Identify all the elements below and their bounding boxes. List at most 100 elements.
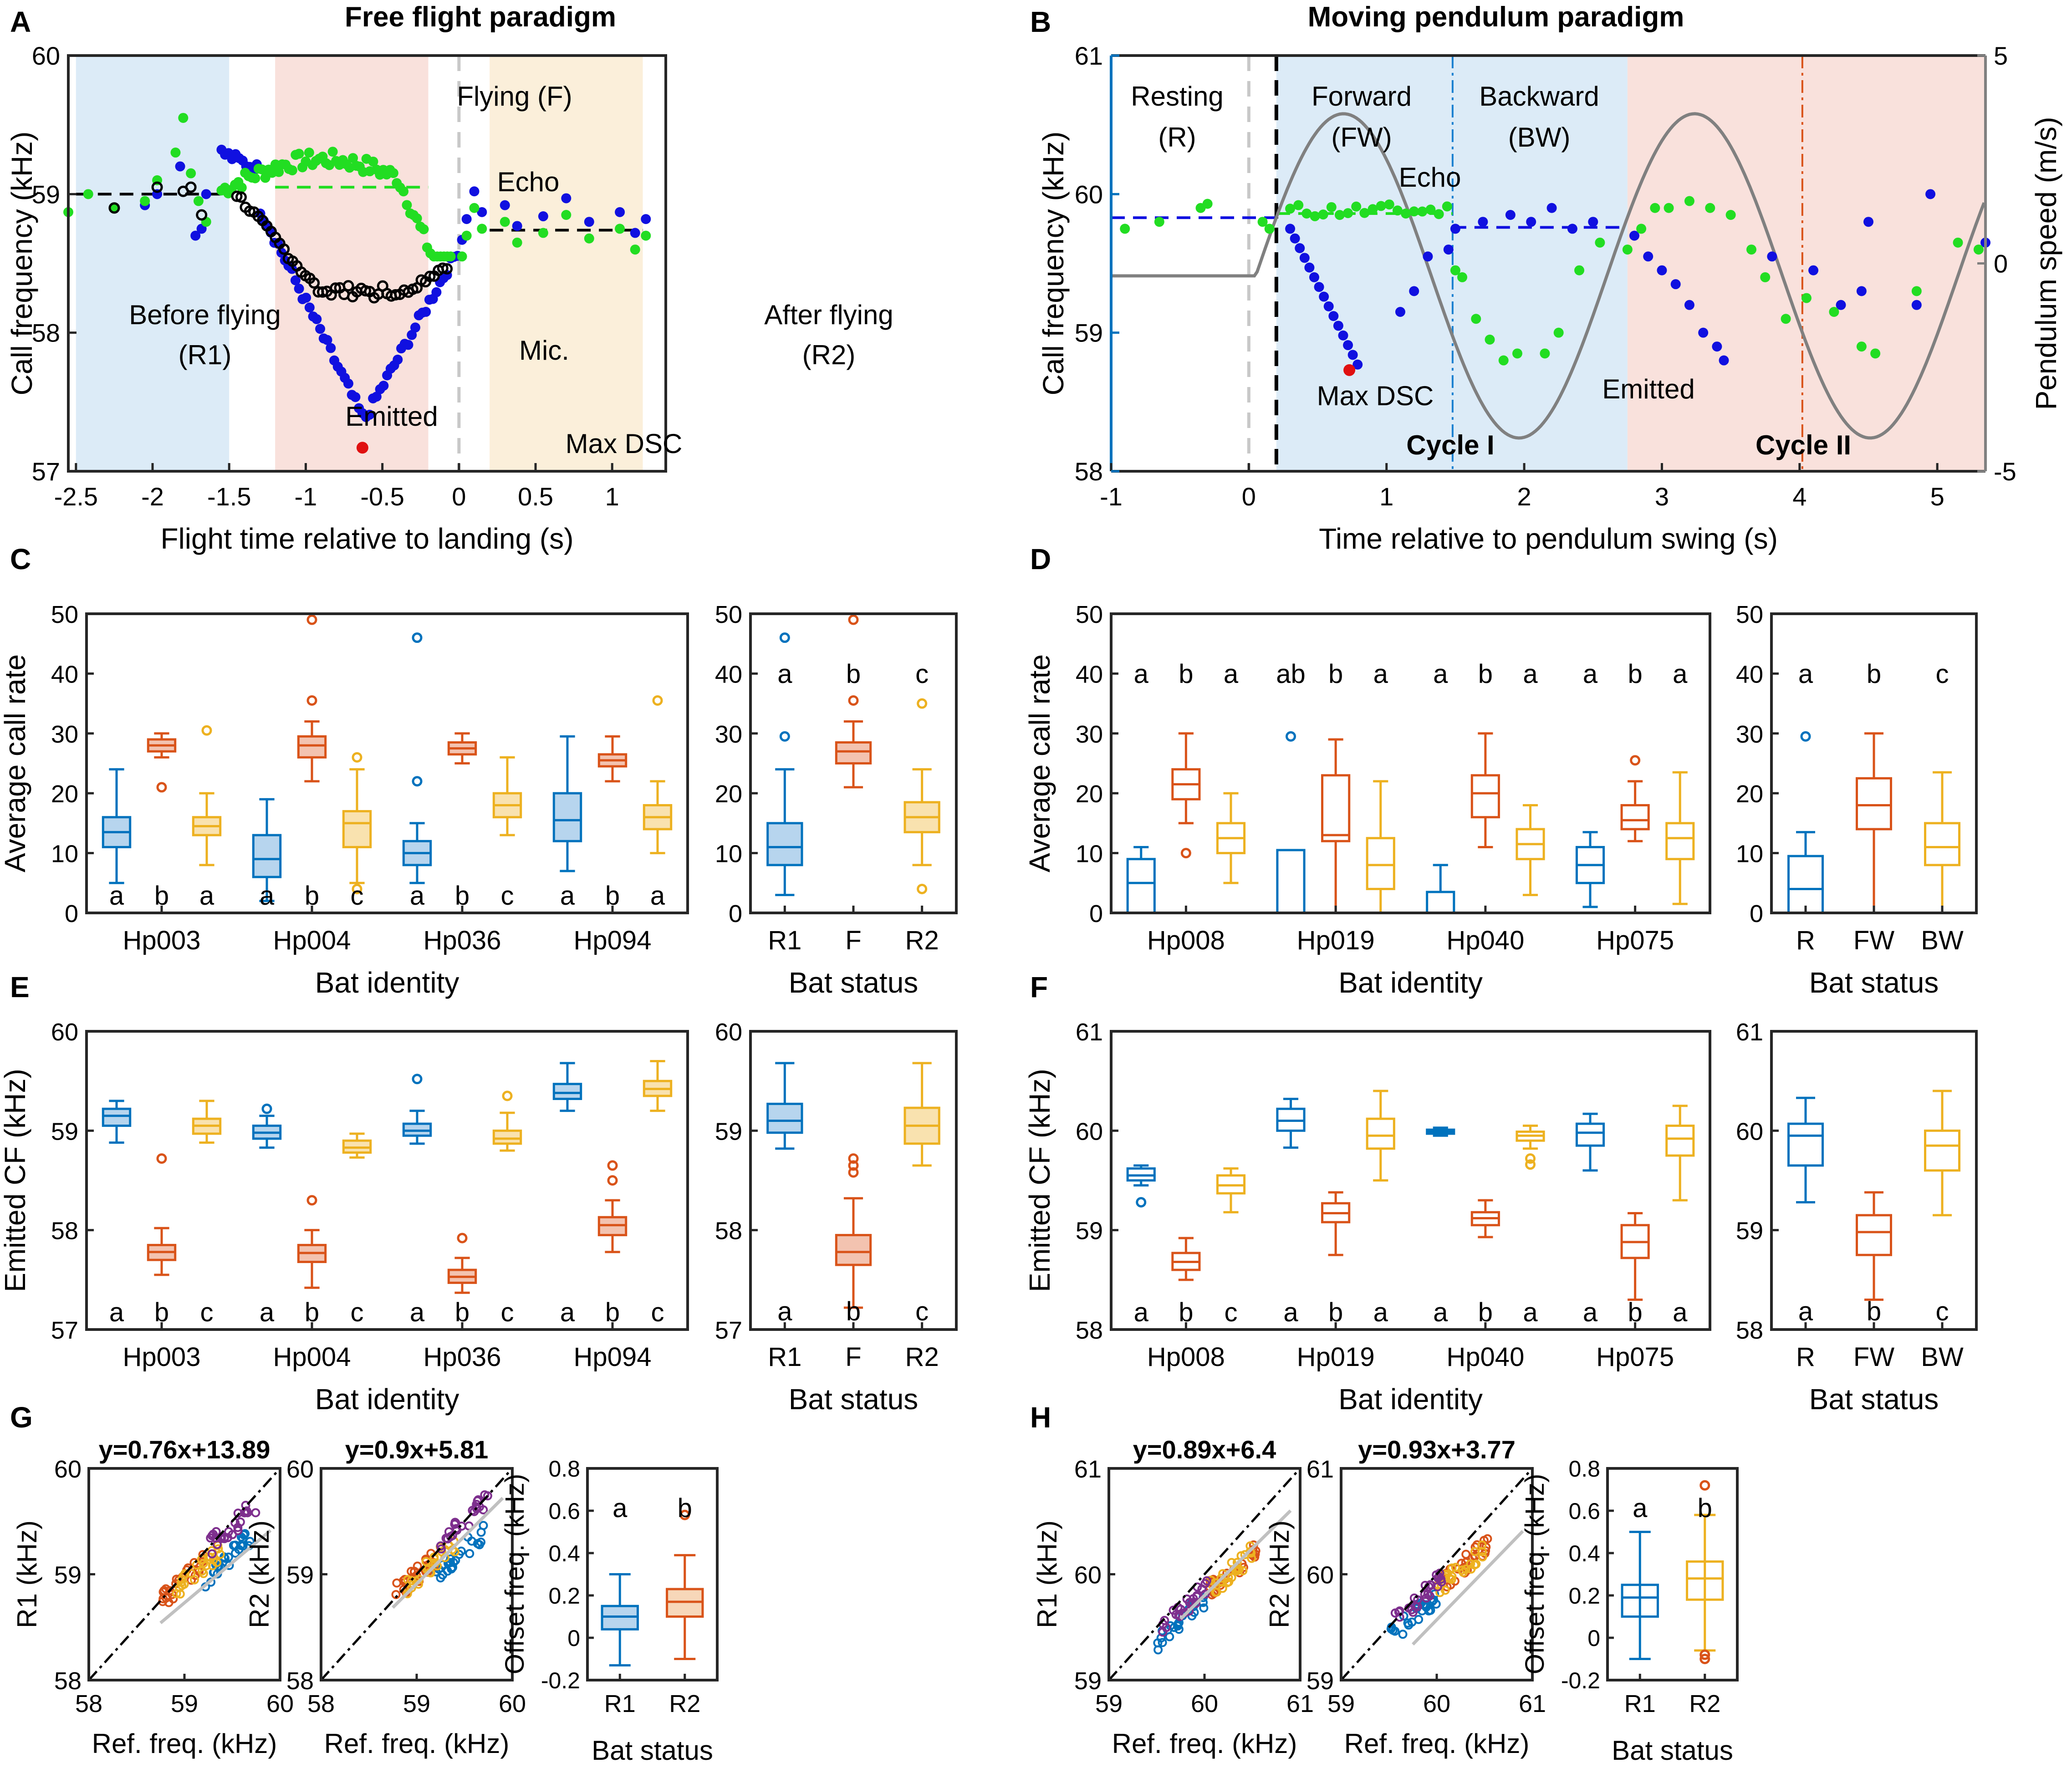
y-axis-label: Emitted CF (kHz) xyxy=(0,1069,31,1292)
offset-letter-R2: b xyxy=(1698,1493,1712,1523)
region-label-bw: Backward xyxy=(1479,81,1599,112)
emitted-point-3 xyxy=(1299,253,1310,263)
xtick-label-4: -0.5 xyxy=(360,482,404,511)
panel-letter-C: C xyxy=(10,543,31,576)
letter-Hp075-1: b xyxy=(1628,659,1642,689)
emitted-point-6 xyxy=(1314,282,1324,292)
outlier-Hp036-0-0 xyxy=(412,1074,423,1085)
letter-Hp019-1: b xyxy=(1328,659,1343,689)
emitted-label: Emitted xyxy=(345,401,438,432)
echo-point-86 xyxy=(561,209,572,220)
ytick-right-label-3: 61 xyxy=(1736,1019,1763,1046)
xtick-label-1: -2 xyxy=(141,482,164,511)
echo-point-65 xyxy=(402,200,412,210)
box-Hp040-0-box xyxy=(1426,891,1455,914)
ytick-right-label-3: 30 xyxy=(1736,721,1763,748)
emitted-point-36 xyxy=(1836,300,1846,310)
point-1-2-24 xyxy=(1447,1572,1457,1581)
status-outlier-R1-1 xyxy=(779,731,790,742)
echo-point-45 xyxy=(1781,314,1791,324)
outlier-Hp004-2-0 xyxy=(352,752,362,763)
point-0-3-22 xyxy=(223,1533,232,1543)
emitted-point-33 xyxy=(311,314,322,324)
offset-letter-R1: a xyxy=(612,1493,628,1523)
emitted-point-2 xyxy=(1295,243,1305,254)
point-1-0-24 xyxy=(447,1563,456,1573)
x-axis-label-right: Bat status xyxy=(789,1383,919,1416)
xtick-label-6: 5 xyxy=(1930,482,1944,511)
point-0-3-16 xyxy=(1192,1592,1202,1601)
point-0-2-21 xyxy=(209,1555,218,1564)
identity-line-0 xyxy=(1108,1467,1301,1681)
letter-Hp004-0: a xyxy=(260,1298,275,1327)
letter-Hp019-0: ab xyxy=(1276,659,1306,689)
offset-ytick-label-2: 0.2 xyxy=(548,1583,580,1609)
outlier-Hp004-1-0 xyxy=(306,614,317,625)
ytick-left-label-4: 40 xyxy=(51,661,78,688)
echo-point-44 xyxy=(1760,272,1771,282)
echo-point-20 xyxy=(250,173,260,183)
echo-point-5 xyxy=(170,148,181,158)
outlier-Hp036-2-0 xyxy=(502,1090,513,1101)
ytick-right-label-2: 60 xyxy=(1736,1118,1763,1145)
regression-line-1 xyxy=(1411,1530,1524,1646)
x-axis-label: Time relative to pendulum swing (s) xyxy=(1319,522,1778,555)
point-0-0-1 xyxy=(1199,1603,1209,1613)
box-Hp040-1-box xyxy=(1470,774,1500,819)
emitted-point-36 xyxy=(322,335,332,345)
echo-point-22 xyxy=(1417,206,1428,217)
emitted-point-37 xyxy=(1856,286,1867,296)
offset-ytick-label-0: -0.2 xyxy=(1561,1668,1600,1693)
echo-point-43 xyxy=(327,147,338,157)
point-0-3-24 xyxy=(209,1529,218,1539)
ytick-left-label-0: 0 xyxy=(1089,900,1103,927)
echo-point-70 xyxy=(418,224,429,234)
ytick-right-label-2: 5 xyxy=(1994,41,2008,70)
letter-Hp040-0: a xyxy=(1433,659,1448,689)
xtick-label-0-0: 59 xyxy=(1095,1690,1123,1717)
emitted-point-0 xyxy=(1285,224,1296,234)
emitted-point-42 xyxy=(343,378,353,389)
gG-offset-frame xyxy=(586,1467,719,1681)
box-Hp004-2-box xyxy=(342,810,372,848)
panel-A-frame xyxy=(67,54,667,473)
gH-offset-frame xyxy=(1606,1467,1739,1681)
echo-point-30 xyxy=(1498,355,1509,366)
point-0-2-15 xyxy=(197,1566,207,1576)
emitted-point-39 xyxy=(1925,189,1936,199)
echo-point-23 xyxy=(1425,204,1436,215)
status-label-F: F xyxy=(845,1342,861,1372)
emitted-point-2 xyxy=(175,161,185,172)
xtick-label-1-2: 61 xyxy=(1519,1690,1546,1717)
outlier-Hp094-2-0 xyxy=(652,695,663,706)
equation-1: y=0.9x+5.81 xyxy=(345,1435,489,1464)
status-outlier-F-0 xyxy=(848,1153,859,1164)
ytick-left-label-2: 60 xyxy=(1076,1118,1103,1145)
regression-line-1 xyxy=(392,1497,504,1609)
ytick-left-label-3: 60 xyxy=(51,1019,78,1046)
xtick-label-2: -1.5 xyxy=(207,482,251,511)
echo-point-6 xyxy=(1285,204,1296,214)
emitted-point-10 xyxy=(1333,321,1343,331)
emitted-point-78 xyxy=(500,200,510,210)
regression-line-0 xyxy=(159,1529,272,1625)
point-1-0-12 xyxy=(1426,1605,1435,1615)
status-box-BW-box xyxy=(1924,822,1960,866)
point-1-2-21 xyxy=(1471,1559,1481,1569)
emitted-point-13 xyxy=(1347,350,1358,360)
emitted-point-8 xyxy=(1323,301,1334,311)
region-label-flying: Flying (F) xyxy=(457,81,572,112)
letter-Hp019-2: a xyxy=(1373,1298,1388,1327)
emitted-point-59 xyxy=(403,340,413,350)
emitted-point-52 xyxy=(378,381,389,391)
echo-label: Echo xyxy=(497,167,560,197)
region-label-after-2: (R2) xyxy=(802,340,856,370)
status-letter-R: a xyxy=(1798,1297,1813,1326)
emitted-point-33 xyxy=(1719,355,1729,366)
outlier-Hp003-1-0 xyxy=(156,782,167,793)
bat-label-Hp040: Hp040 xyxy=(1446,1342,1524,1372)
echo-point-68 xyxy=(412,213,422,224)
regression-line-0 xyxy=(1179,1509,1292,1620)
offset-status-label-R2: R2 xyxy=(669,1690,700,1717)
emitted-point-7 xyxy=(1319,291,1329,302)
